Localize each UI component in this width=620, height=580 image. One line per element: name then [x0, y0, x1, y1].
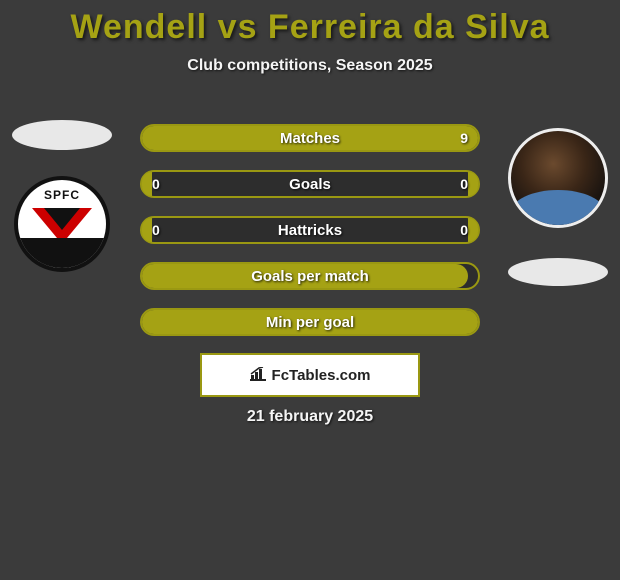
stat-label: Min per goal: [266, 314, 354, 331]
stat-row-goals: 0 Goals 0: [140, 170, 480, 198]
stat-row-hattricks: 0 Hattricks 0: [140, 216, 480, 244]
club-badge-base: [18, 238, 106, 268]
stat-fill-right: [468, 218, 478, 242]
stat-fill-left: [142, 172, 152, 196]
page-title: Wendell vs Ferreira da Silva: [0, 0, 620, 47]
player-left-avatar-placeholder: [12, 120, 112, 150]
stat-label: Goals: [289, 176, 331, 193]
chart-icon: [250, 367, 266, 384]
club-badge-shape-inner: [44, 208, 80, 230]
comparison-card: Wendell vs Ferreira da Silva Club compet…: [0, 0, 620, 580]
stat-fill-right: [468, 172, 478, 196]
stats-block: Matches 9 0 Goals 0 0 Hattricks 0 Goals …: [140, 124, 480, 354]
player-right-avatar: [508, 128, 608, 228]
stat-right-value: 0: [460, 176, 468, 192]
club-left-text: SPFC: [18, 188, 106, 202]
stat-right-value: 0: [460, 222, 468, 238]
stat-right-value: 9: [460, 130, 468, 146]
stat-label: Hattricks: [278, 222, 342, 239]
stat-left-value: 0: [152, 222, 160, 238]
stat-row-matches: Matches 9: [140, 124, 480, 152]
brand-box: FcTables.com: [200, 353, 420, 397]
club-left-badge: SPFC: [14, 176, 110, 272]
page-subtitle: Club competitions, Season 2025: [0, 57, 620, 75]
stat-fill-left: [142, 218, 152, 242]
stat-left-value: 0: [152, 176, 160, 192]
stat-label: Goals per match: [251, 268, 369, 285]
club-right-placeholder: [508, 258, 608, 286]
stat-row-min-per-goal: Min per goal: [140, 308, 480, 336]
comparison-date: 21 february 2025: [0, 408, 620, 426]
stat-row-goals-per-match: Goals per match: [140, 262, 480, 290]
brand-text: FcTables.com: [272, 367, 371, 384]
stat-label: Matches: [280, 130, 340, 147]
